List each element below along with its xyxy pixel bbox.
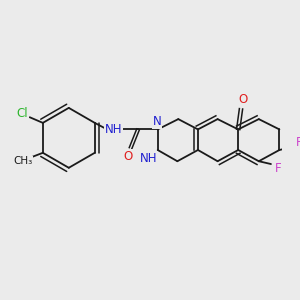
Text: N: N <box>152 116 161 128</box>
Text: NH: NH <box>140 152 157 165</box>
Text: F: F <box>275 162 282 175</box>
Text: CH₃: CH₃ <box>14 156 33 166</box>
Text: O: O <box>238 93 248 106</box>
Text: NH: NH <box>105 123 122 136</box>
Text: O: O <box>123 150 132 163</box>
Text: F: F <box>296 136 300 149</box>
Text: Cl: Cl <box>16 107 28 120</box>
